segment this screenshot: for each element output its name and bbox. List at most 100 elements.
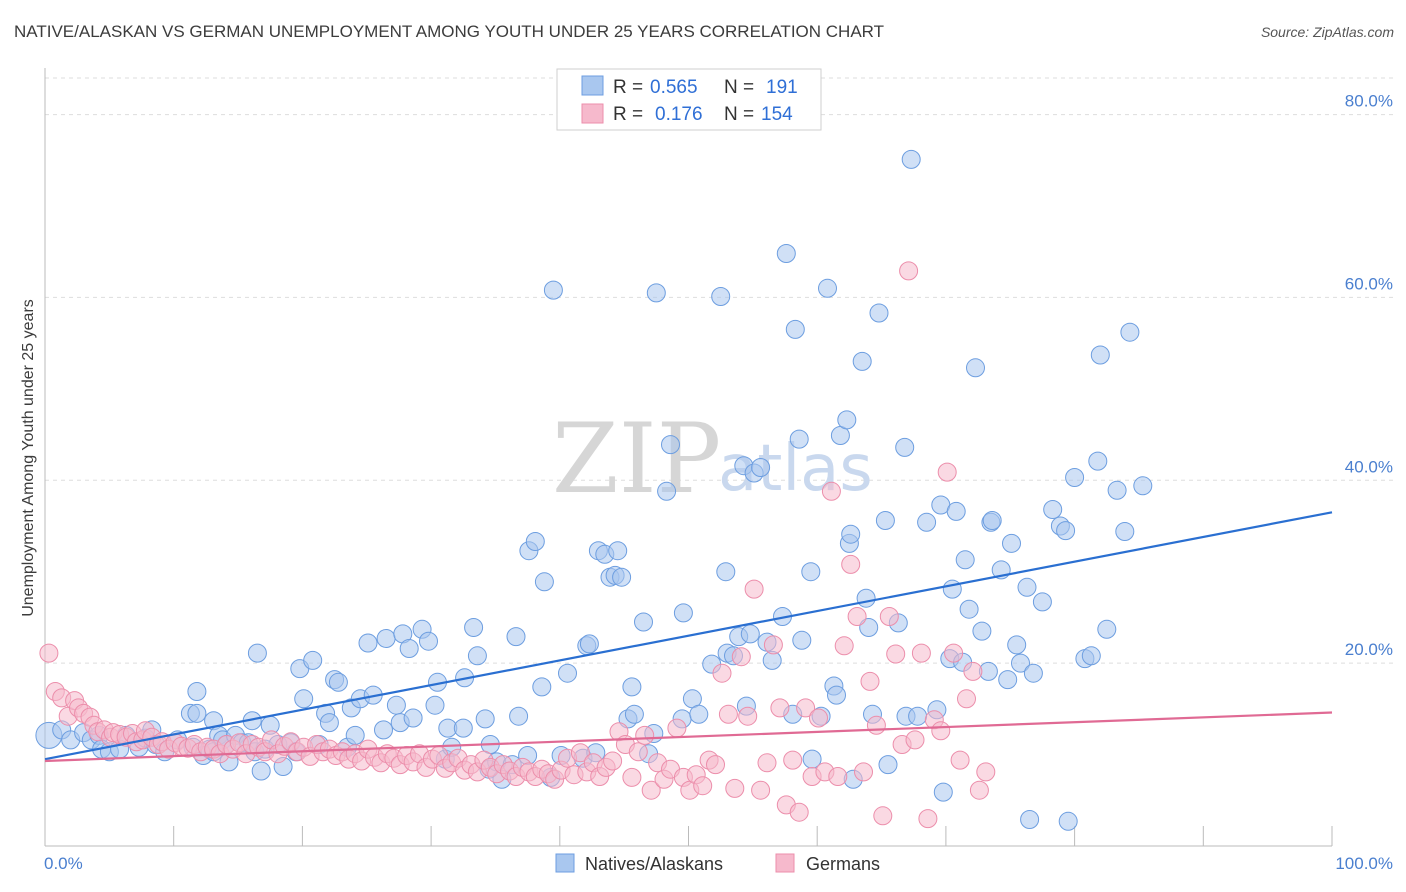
germans-point xyxy=(828,767,848,786)
natives-point xyxy=(801,562,821,582)
natives-point xyxy=(475,709,495,729)
germans-point xyxy=(950,750,970,770)
natives-point xyxy=(1090,345,1110,365)
germans-point xyxy=(963,661,983,681)
bottom-legend-swatch-pink xyxy=(775,853,795,873)
germans-point xyxy=(718,704,738,724)
germans-point xyxy=(899,261,919,281)
bottom-legend-natives: Natives/Alaskans xyxy=(585,854,723,874)
natives-trend-line xyxy=(44,511,1333,761)
germans-point xyxy=(783,750,803,770)
bottom-legend: Natives/Alaskans Germans xyxy=(555,853,880,874)
natives-point xyxy=(878,755,898,775)
natives-point xyxy=(837,410,857,430)
natives-point xyxy=(534,572,554,592)
natives-point xyxy=(358,633,378,653)
y-axis-label: Unemployment Among Youth under 25 years xyxy=(20,299,37,617)
trend-lines xyxy=(44,511,1333,763)
natives-point xyxy=(1007,635,1027,655)
natives-point xyxy=(247,643,267,663)
natives-point xyxy=(966,358,985,378)
natives-point xyxy=(972,621,992,641)
bottom-legend-germans: Germans xyxy=(806,854,880,874)
germans-point xyxy=(603,751,623,771)
germans-point xyxy=(757,753,777,773)
natives-point xyxy=(689,704,709,724)
germans-point xyxy=(744,579,764,599)
natives-point xyxy=(579,634,599,654)
natives-point xyxy=(711,287,731,306)
natives-point xyxy=(1133,476,1153,496)
natives-point xyxy=(532,677,552,697)
natives-point xyxy=(875,511,895,530)
germans-point xyxy=(937,462,957,482)
germans-point xyxy=(725,778,745,798)
y-tick-label-80: 80.0% xyxy=(1345,92,1393,111)
natives-point xyxy=(740,624,760,644)
natives-point xyxy=(1056,521,1076,541)
natives-point xyxy=(1097,619,1117,639)
germans-point xyxy=(635,725,655,745)
natives-point xyxy=(1107,480,1127,500)
natives-point xyxy=(1011,653,1030,673)
natives-point xyxy=(859,618,879,637)
natives-point xyxy=(895,437,915,457)
x-ticks xyxy=(44,826,1333,846)
natives-point xyxy=(818,278,837,298)
legend-r-label-1: R = xyxy=(613,77,643,98)
source-label: Source: ZipAtlas.com xyxy=(1260,24,1394,40)
natives-point xyxy=(955,550,975,570)
natives-point xyxy=(646,283,666,303)
natives-point xyxy=(657,481,677,501)
natives-point xyxy=(558,663,577,683)
natives-point xyxy=(251,761,271,781)
natives-point xyxy=(467,646,487,666)
natives-point xyxy=(852,351,872,371)
natives-point xyxy=(509,706,529,726)
germans-point xyxy=(905,730,925,750)
natives-point xyxy=(1043,500,1063,519)
legend-box: R = 0.565 N = 191 R = 0.176 N = 154 xyxy=(556,68,822,131)
x-tick-label-min: 0.0% xyxy=(44,854,83,873)
germans-point xyxy=(738,706,758,726)
germans-point xyxy=(763,635,783,655)
natives-point xyxy=(294,689,314,709)
germans-point xyxy=(821,481,841,501)
legend-n-value-2: 154 xyxy=(761,104,793,125)
legend-swatch-pink xyxy=(581,103,604,124)
natives-point xyxy=(345,725,365,745)
natives-point xyxy=(785,319,805,339)
germans-point xyxy=(706,755,725,775)
legend-n-value-1: 191 xyxy=(766,77,798,98)
natives-point xyxy=(1058,811,1078,831)
natives-point xyxy=(403,708,423,728)
natives-point xyxy=(673,603,693,623)
legend-r-value-2: 0.176 xyxy=(655,104,703,125)
germans-point xyxy=(841,554,861,574)
natives-point xyxy=(856,588,876,608)
natives-point xyxy=(525,532,545,551)
germans-point xyxy=(628,742,648,762)
natives-point xyxy=(319,713,339,733)
legend-r-value-1: 0.565 xyxy=(650,77,698,98)
natives-point xyxy=(634,612,653,632)
natives-point xyxy=(506,627,526,647)
natives-point xyxy=(908,706,928,726)
natives-point xyxy=(982,511,1002,530)
natives-point xyxy=(612,567,632,587)
natives-point xyxy=(453,718,473,738)
natives-point xyxy=(1115,522,1135,541)
natives-point xyxy=(841,524,861,544)
natives-point xyxy=(464,618,484,637)
bottom-legend-swatch-blue xyxy=(555,853,575,873)
natives-point xyxy=(374,720,393,740)
y-tick-labels: 20.0% 40.0% 60.0% 80.0% xyxy=(1345,92,1393,660)
germans-point xyxy=(944,643,964,663)
y-tick-label-20: 20.0% xyxy=(1345,640,1393,659)
natives-point xyxy=(827,685,846,705)
y-tick-label-60: 60.0% xyxy=(1345,274,1393,293)
natives-point xyxy=(376,629,396,648)
natives-point xyxy=(1065,468,1085,487)
natives-point xyxy=(187,703,207,723)
